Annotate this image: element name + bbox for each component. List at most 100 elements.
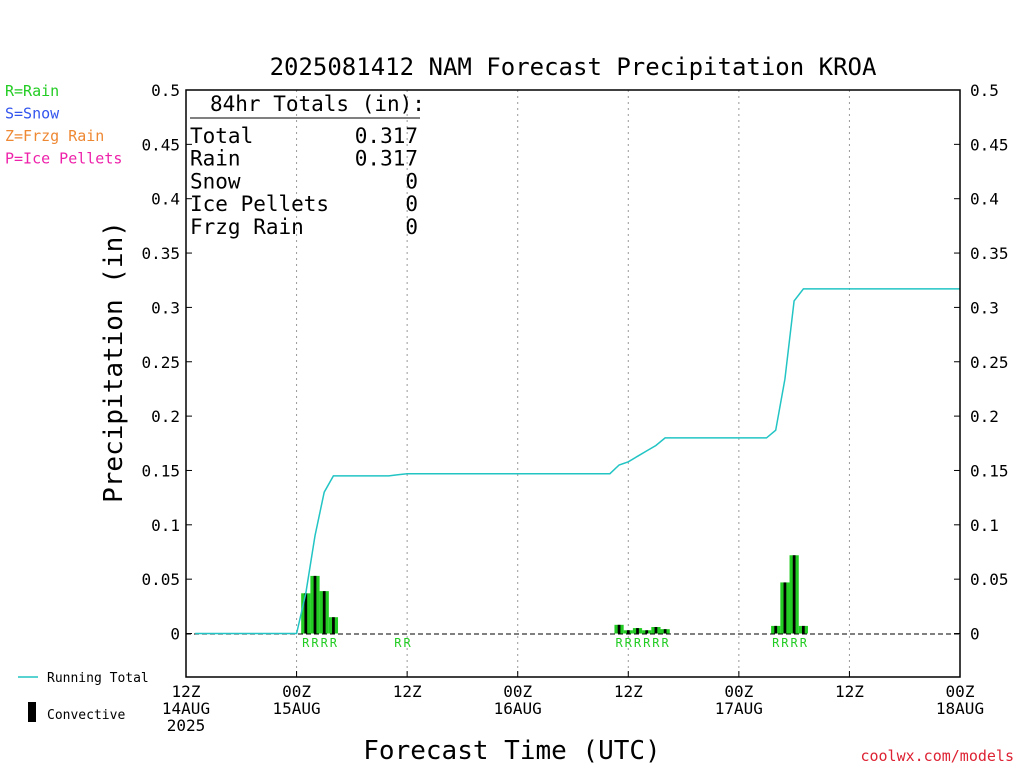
totals-box: 84hr Totals (in): Total 0.317 Rain 0.317 Sno… [190,92,425,239]
x-tick-label: 12Z [835,682,864,701]
x-tick-label: 15AUG [272,699,320,718]
precip-type-label: R [615,636,623,650]
totals-row-label: Snow [190,169,241,193]
precip-type-label: R [330,636,338,650]
totals-row-label: Ice Pellets [190,192,329,216]
totals-heading: 84hr Totals (in): [210,92,425,116]
convective-bar [304,593,308,634]
y-tick-label-right: 0.05 [970,570,1009,589]
type-legend-item: S=Snow [5,105,60,123]
y-tick-label-right: 0.3 [970,298,999,317]
y-axis-left: 0.5 0.45 0.4 0.35 0.3 0.25 0.2 0.15 0.1 0.05 0 [141,81,192,644]
x-tick-label: 00Z [503,682,532,701]
x-tick-label: 00Z [724,682,753,701]
precip-type-label: R [302,636,310,650]
series-legend: Running Total Convective [18,671,149,723]
precip-type-label: R [311,636,319,650]
running-total-legend-label: Running Total [47,671,149,686]
precip-type-label: R [404,636,412,650]
type-legend-item: P=Ice Pellets [5,150,122,168]
totals-row-label: Frzg Rain [190,215,304,239]
convective-bar [322,591,326,634]
y-tick-label-right: 0.35 [970,244,1009,263]
y-tick-label: 0.45 [141,135,180,154]
totals-row-value: 0 [405,169,418,193]
y-tick-label: 0.35 [141,244,180,263]
precip-type-label: R [781,636,789,650]
y-tick-label: 0 [170,625,180,644]
totals-row-label: Rain [190,147,241,171]
convective-swatch [28,702,36,722]
convective-legend-label: Convective [47,708,125,723]
bars-group [301,555,808,634]
running-total-line [195,288,960,635]
x-tick-label: 00Z [946,682,975,701]
x-tick-label: 12Z [393,682,422,701]
totals-row-value: 0 [405,215,418,239]
precip-type-label: R [634,636,642,650]
convective-bar [783,582,787,634]
y-tick-label: 0.1 [151,516,180,535]
convective-bar [626,630,630,634]
totals-row-value: 0.317 [355,124,418,148]
y-tick-label-right: 0 [970,625,980,644]
x-tick-label: 12Z [172,682,201,701]
totals-row-value: 0 [405,192,418,216]
y-tick-label-right: 0.25 [970,353,1009,372]
precip-type-label: R [643,636,651,650]
x-tick-label: 16AUG [494,699,542,718]
y-tick-label-right: 0.1 [970,516,999,535]
y-tick-label: 0.25 [141,353,180,372]
precip-type-label: R [791,636,799,650]
convective-bar [654,626,658,634]
y-tick-label: 0.15 [141,461,180,480]
y-tick-label: 0.05 [141,570,180,589]
totals-row-label: Total [190,124,253,148]
credit-text: coolwx.com/models [860,747,1014,765]
convective-bar [792,555,796,634]
precip-type-legend: R=Rain S=Snow Z=Frzg Rain P=Ice Pellets [5,82,122,168]
y-tick-label: 0.3 [151,298,180,317]
y-tick-label-right: 0.15 [970,461,1009,480]
precip-type-label: R [321,636,329,650]
x-tick-label: 17AUG [715,699,763,718]
precip-type-label: R [772,636,780,650]
y-tick-label-right: 0.4 [970,190,999,209]
x-axis-label: Forecast Time (UTC) [363,736,660,766]
y-tick-label-right: 0.2 [970,407,999,426]
y-tick-label: 0.4 [151,190,180,209]
x-tick-label: 14AUG [162,699,210,718]
y-tick-label-right: 0.5 [970,81,999,100]
precip-type-label: R [652,636,660,650]
y-tick-label: 0.5 [151,81,180,100]
convective-bar [617,624,621,634]
y-axis-right: 0.5 0.45 0.4 0.35 0.3 0.25 0.2 0.15 0.1 0.05 0 [954,81,1009,644]
precip-type-label: R [625,636,633,650]
y-axis-label: Precipitation (in) [99,221,129,503]
type-legend-item: Z=Frzg Rain [5,127,104,145]
x-tick-label: 2025 [167,716,206,735]
convective-bar [636,628,639,634]
x-tick-label: 18AUG [936,699,984,718]
precip-type-label: R [800,636,808,650]
convective-bar [663,629,667,634]
convective-bar [332,617,335,634]
x-tick-label: 00Z [282,682,311,701]
convective-bar [801,625,805,634]
y-tick-label: 0.2 [151,407,180,426]
precip-type-label: R [662,636,670,650]
precip-type-label: R [394,636,402,650]
totals-row-value: 0.317 [355,147,418,171]
y-tick-label-right: 0.45 [970,135,1009,154]
convective-bar [774,625,778,634]
type-legend-item: R=Rain [5,82,59,100]
x-tick-label: 12Z [614,682,643,701]
chart-title: 2025081412 NAM Forecast Precipitation KR… [270,53,877,81]
plot-frame [185,89,961,678]
convective-bar [313,575,317,634]
convective-bar [645,630,649,634]
grid-lines [296,90,850,677]
